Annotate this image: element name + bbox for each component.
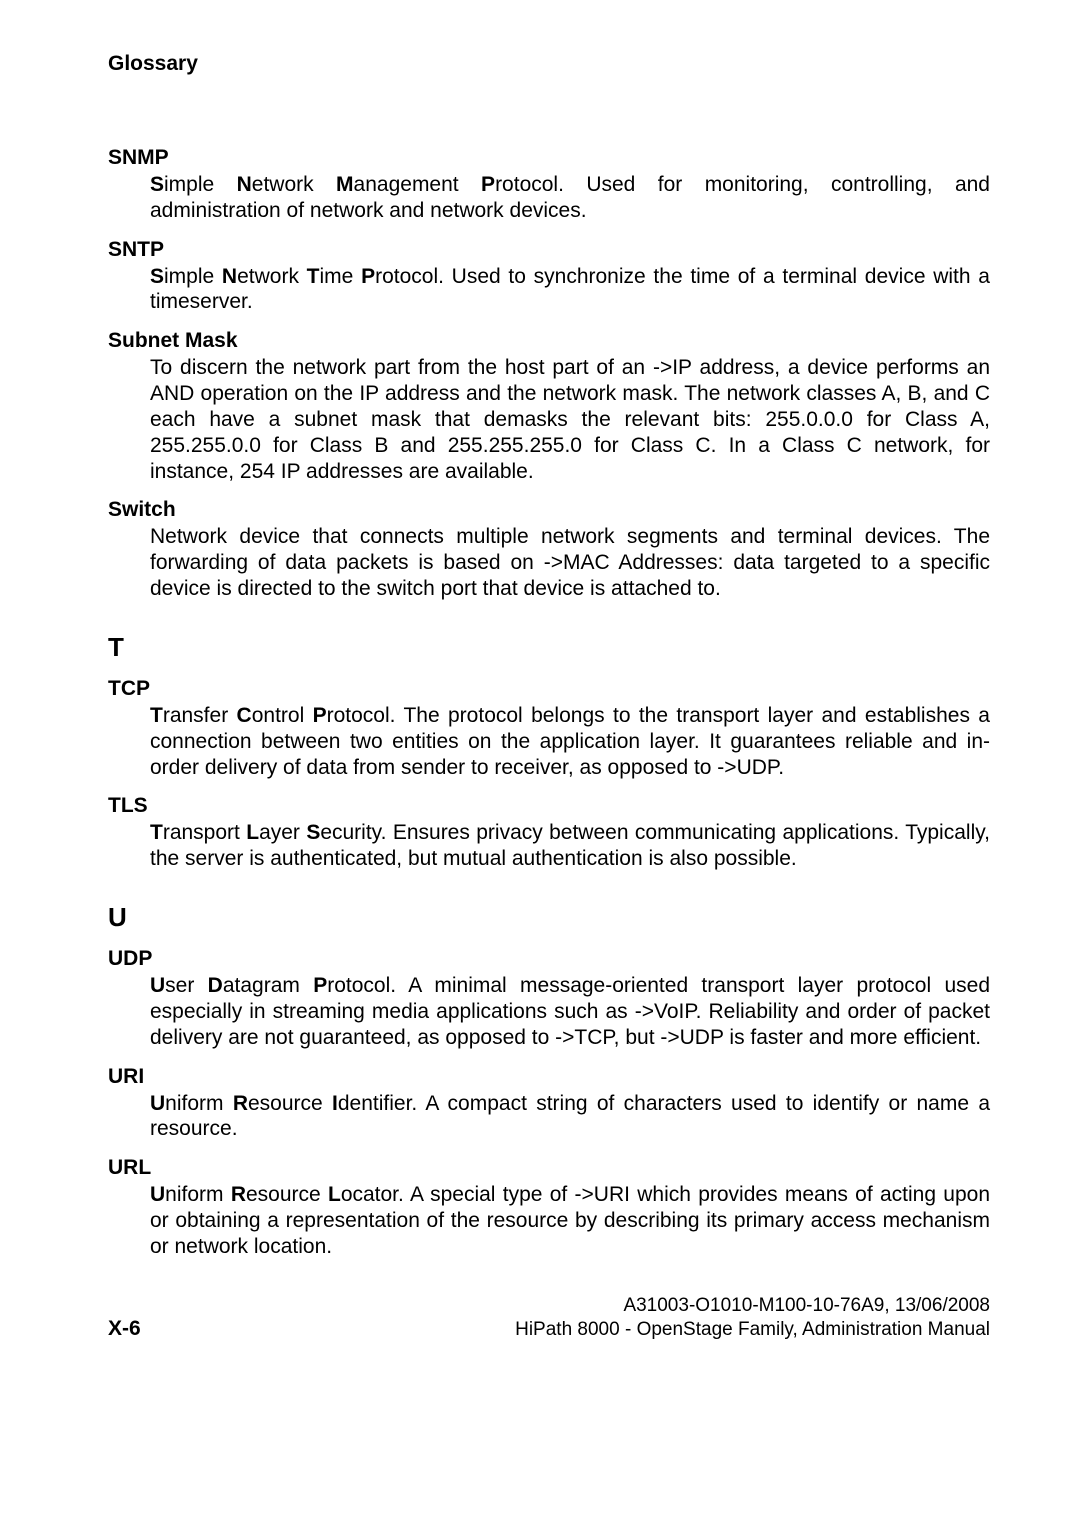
glossary-definition: Simple Network Time Protocol. Used to sy… — [150, 264, 990, 316]
footer-manual-title: HiPath 8000 - OpenStage Family, Administ… — [515, 1319, 990, 1341]
page-header: Glossary — [108, 52, 990, 76]
glossary-definition: Network device that connects multiple ne… — [150, 524, 990, 601]
glossary-term: SNTP — [108, 238, 990, 262]
glossary-definition: Simple Network Management Protocol. Used… — [150, 172, 990, 224]
glossary-term: SNMP — [108, 146, 990, 170]
glossary-definition: User Datagram Protocol. A minimal messag… — [150, 973, 990, 1050]
glossary-term: Switch — [108, 498, 990, 522]
glossary-term: URI — [108, 1065, 990, 1089]
glossary-entries-u: UDPUser Datagram Protocol. A minimal mes… — [108, 947, 990, 1260]
glossary-term: TCP — [108, 677, 990, 701]
section-letter-t: T — [108, 632, 990, 663]
page-footer: A31003-O1010-M100-10-76A9, 13/06/2008 X-… — [108, 1294, 990, 1342]
glossary-term: URL — [108, 1156, 990, 1180]
section-letter-u: U — [108, 902, 990, 933]
glossary-definition: Transfer Control Protocol. The protocol … — [150, 703, 990, 780]
glossary-entries: SNMPSimple Network Management Protocol. … — [108, 146, 990, 602]
glossary-entries-t: TCPTransfer Control Protocol. The protoc… — [108, 677, 990, 872]
glossary-term: Subnet Mask — [108, 329, 990, 353]
glossary-term: TLS — [108, 794, 990, 818]
glossary-definition: Uniform Resource Identifier. A compact s… — [150, 1091, 990, 1143]
glossary-term: UDP — [108, 947, 990, 971]
glossary-definition: Transport Layer Security. Ensures privac… — [150, 820, 990, 872]
page-number: X-6 — [108, 1317, 141, 1341]
glossary-definition: Uniform Resource Locator. A special type… — [150, 1182, 990, 1259]
footer-doc-id: A31003-O1010-M100-10-76A9, 13/06/2008 — [108, 1294, 990, 1318]
glossary-definition: To discern the network part from the hos… — [150, 355, 990, 484]
